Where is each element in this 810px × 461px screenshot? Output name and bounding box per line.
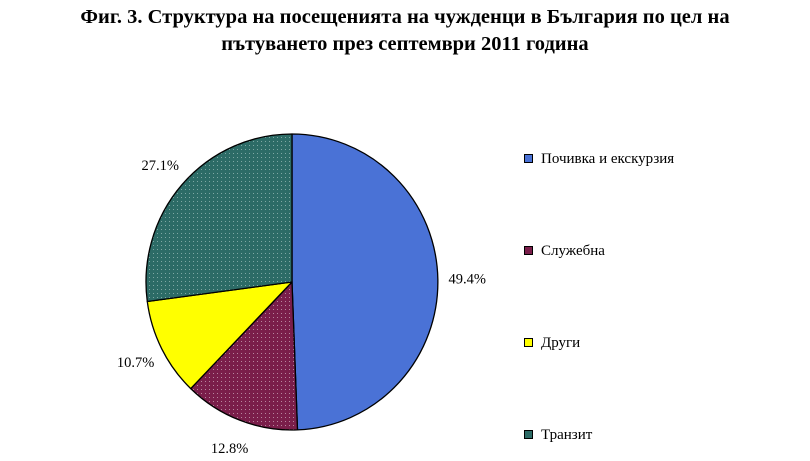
legend-label-4: Транзит — [541, 427, 593, 443]
legend-swatch-1 — [524, 154, 533, 163]
legend-swatch-4 — [524, 430, 533, 439]
chart-title-line-1: Фиг. 3. Структура на посещенията на чужд… — [80, 6, 730, 28]
legend-label-3: Други — [541, 335, 581, 351]
pie-slice-label-3: 10.7% — [117, 355, 154, 371]
pie-slice-2 — [190, 281, 299, 431]
pie-slice-label-2: 12.8% — [211, 441, 248, 457]
legend-swatch-2 — [524, 246, 533, 255]
legend-label-2: Служебна — [541, 243, 605, 259]
chart-title-line-2: пътуването през септември 2011 година — [221, 33, 589, 55]
pie-slice-1 — [291, 133, 439, 431]
legend-swatch-3 — [524, 338, 533, 347]
pie-slice-4 — [145, 133, 293, 303]
chart-title: Фиг. 3. Структура на посещенията на чужд… — [0, 4, 810, 58]
pie-slice-label-1: 49.4% — [448, 272, 485, 288]
pie-slice-labels: 49.4% 12.8% 10.7% 27.1% — [117, 158, 486, 457]
pie-slices — [145, 133, 439, 431]
pie-slice-3 — [146, 281, 293, 390]
pie-slice-label-4: 27.1% — [141, 158, 178, 174]
legend-label-1: Почивка и екскурзия — [541, 151, 675, 167]
